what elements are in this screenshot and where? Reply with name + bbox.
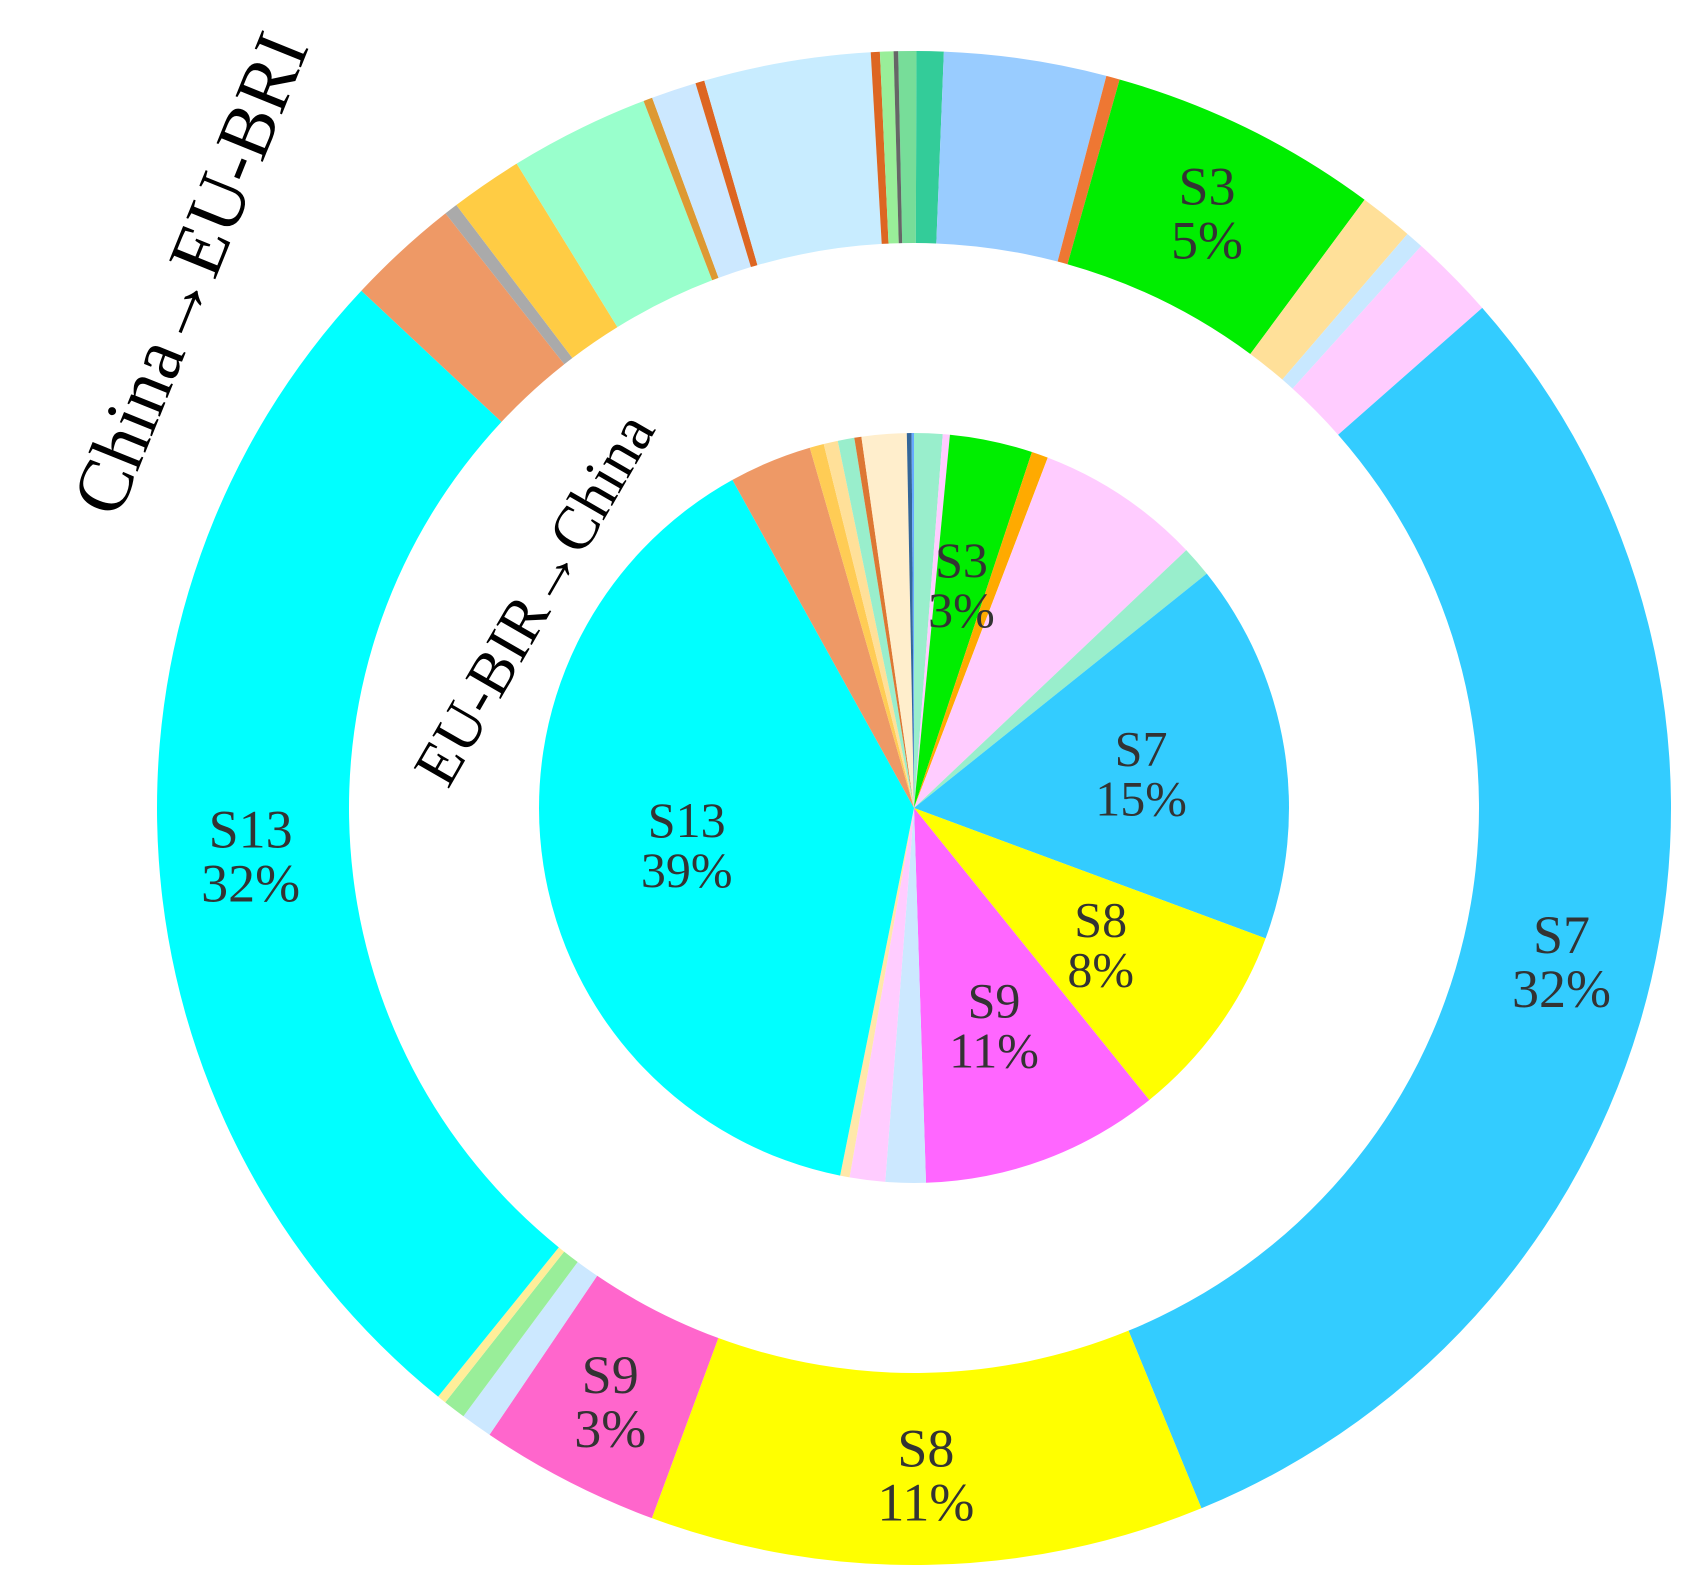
inner-slice-s3 (914, 434, 1032, 808)
outer-label-s9: S9 (582, 1345, 639, 1405)
inner-slice-0 (914, 433, 943, 808)
inner-slice-4 (914, 457, 1187, 808)
outer-slice-16 (445, 205, 573, 365)
inner-label-s7: S7 (1115, 720, 1168, 776)
outer-slice-s7 (1128, 307, 1672, 1509)
outer-slice-3 (1057, 75, 1120, 265)
inner-slice-1 (914, 434, 950, 808)
outer-label-s8: S8 (897, 1418, 954, 1478)
inner-slice-11 (840, 808, 914, 1178)
outer-slice-24 (879, 51, 899, 244)
outer-slice-6 (1282, 233, 1422, 389)
inner-slice-16 (837, 437, 914, 808)
inner-pie (538, 433, 1290, 1183)
outer-slice-s9 (489, 1275, 719, 1519)
inner-slice-18 (861, 433, 914, 808)
inner-slice-19 (906, 433, 914, 808)
outer-percent-s7: 32% (1512, 959, 1611, 1019)
inner-slice-14 (809, 444, 914, 808)
outer-slice-22 (704, 52, 882, 266)
outer-ring (156, 51, 1672, 1565)
outer-slice-0 (898, 51, 917, 244)
inner-slice-10 (849, 808, 914, 1182)
outer-slice-12 (445, 1251, 578, 1417)
inner-percent-s7: 15% (1095, 770, 1187, 826)
inner-slice-13 (732, 447, 914, 808)
outer-percent-s8: 11% (877, 1472, 974, 1532)
outer-percent-s3: 5% (1171, 211, 1243, 271)
outer-slice-25 (893, 51, 903, 244)
inner-slice-s8 (914, 808, 1266, 1101)
outer-slice-13 (438, 1247, 565, 1403)
inner-slice-17 (854, 436, 914, 808)
outer-slice-s3 (1067, 79, 1365, 355)
inner-percent-s9: 11% (949, 1023, 1039, 1079)
inner-label-s9: S9 (968, 973, 1021, 1029)
outer-slice-18 (516, 100, 713, 328)
inner-percent-s8: 8% (1067, 941, 1134, 997)
outer-slice-20 (652, 83, 751, 278)
inner-label-s3: S3 (935, 532, 988, 588)
outer-slice-19 (643, 97, 719, 281)
inner-slice-s7 (914, 573, 1290, 939)
outer-slice-2 (936, 51, 1107, 262)
outer-slice-s8 (651, 1330, 1202, 1565)
outer-slice-17 (456, 163, 618, 358)
outer-slice-1 (915, 51, 944, 244)
inner-label-s8: S8 (1074, 891, 1127, 947)
inner-slice-20 (911, 433, 914, 808)
inner-label-s13: S13 (648, 792, 726, 848)
outer-label-s7: S7 (1533, 905, 1590, 965)
outer-percent-s9: 3% (574, 1399, 646, 1459)
outer-slice-5 (1250, 199, 1408, 380)
inner-slice-3 (914, 452, 1048, 808)
outer-label-s3: S3 (1179, 157, 1236, 217)
inner-percent-s3: 3% (928, 582, 995, 638)
inner-slice-s13 (538, 479, 914, 1176)
inner-slice-s9 (914, 808, 1150, 1183)
inner-percent-s13: 39% (641, 842, 733, 898)
inner-slice-5 (914, 550, 1207, 808)
outer-slice-21 (695, 80, 758, 268)
outer-slice-23 (870, 51, 889, 244)
inner-slice-15 (823, 440, 914, 808)
outer-slice-7 (1292, 246, 1483, 435)
outer-label-s13: S13 (209, 800, 293, 860)
outer-percent-s13: 32% (201, 854, 300, 914)
inner-slice-9 (885, 808, 926, 1183)
outer-slice-15 (361, 213, 565, 422)
outer-slice-s13 (156, 290, 559, 1397)
outer-slice-11 (463, 1261, 598, 1435)
